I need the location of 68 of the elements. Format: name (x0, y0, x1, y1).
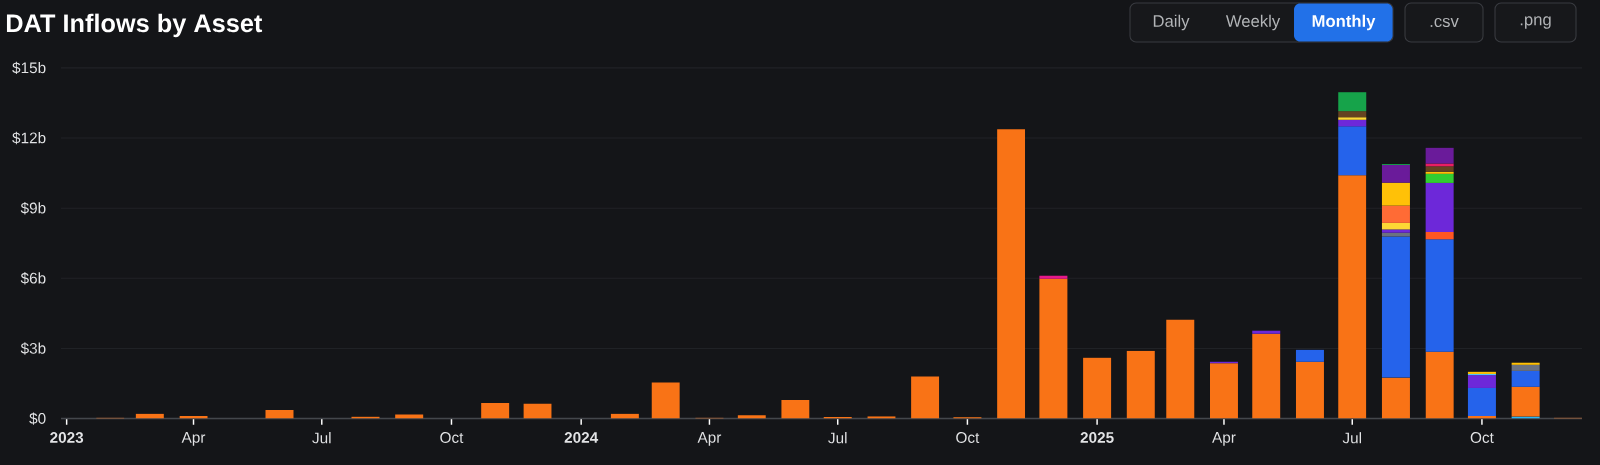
bar (1083, 357, 1112, 419)
bar (1209, 363, 1238, 419)
bar (1338, 119, 1367, 127)
bar (1425, 351, 1454, 419)
x-tick-label: 2024 (564, 432, 599, 443)
y-tick-label: $15b (12, 61, 46, 75)
bar (523, 403, 552, 419)
bar (1381, 222, 1410, 230)
bar (1252, 333, 1281, 419)
bar (1338, 111, 1367, 118)
x-tick-label: 2023 (50, 432, 84, 443)
x-tick-label: Oct (956, 432, 980, 443)
bar (1166, 319, 1195, 419)
text: Weekly (1225, 14, 1281, 31)
bar (1338, 175, 1367, 419)
bar (1338, 117, 1367, 120)
bar (1381, 236, 1410, 378)
bar (651, 382, 680, 419)
bar (1039, 275, 1068, 279)
y-tick-label: $0 (29, 412, 46, 425)
bar (1381, 229, 1410, 233)
bar (1467, 387, 1496, 417)
bar (1126, 350, 1155, 419)
bar (1295, 349, 1324, 362)
bar (1425, 232, 1454, 240)
x-tick-label: Apr (181, 432, 206, 446)
bar (1425, 166, 1454, 172)
bar (1511, 386, 1540, 417)
bar (1511, 362, 1540, 365)
bar (1381, 182, 1410, 206)
y-tick-label: $6b (20, 272, 46, 285)
bar (1511, 370, 1540, 387)
bar (997, 129, 1026, 419)
bar (1425, 239, 1454, 352)
x-tick-label: Apr (697, 432, 722, 446)
bar (1511, 364, 1540, 371)
bar (1425, 173, 1454, 183)
x-tick-label: Jul (828, 432, 847, 444)
x-tick-label: Jul (312, 432, 331, 444)
x-tick-label: Apr (1212, 432, 1236, 446)
bar (1338, 92, 1367, 112)
x-tick-label: 2025 (1080, 432, 1114, 443)
bar (1381, 164, 1410, 183)
text: Monthly (1312, 14, 1376, 31)
bar (1425, 182, 1454, 233)
bar (737, 415, 766, 419)
bar (1295, 361, 1324, 419)
text: .csv (1430, 17, 1459, 28)
bar (911, 376, 940, 419)
y-tick-label: $3b (20, 342, 46, 355)
bar (481, 402, 510, 419)
bar (1039, 278, 1068, 419)
bar (1338, 126, 1367, 176)
x-tick-label: Oct (1470, 432, 1494, 443)
bar (1467, 375, 1496, 388)
y-tick-label: $12b (12, 131, 46, 145)
x-tick-label: Oct (440, 432, 464, 443)
text: Daily (1153, 14, 1190, 31)
bar (1425, 147, 1454, 164)
text: .png (1520, 16, 1551, 29)
chart-title: DAT Inflows by Asset (6, 13, 263, 38)
bar (265, 409, 294, 419)
bar (1381, 377, 1410, 419)
bar (1381, 205, 1410, 223)
bar (781, 399, 810, 419)
y-tick-label: $9b (20, 201, 46, 215)
bar (1252, 330, 1281, 334)
x-tick-label: Jul (1342, 432, 1362, 444)
